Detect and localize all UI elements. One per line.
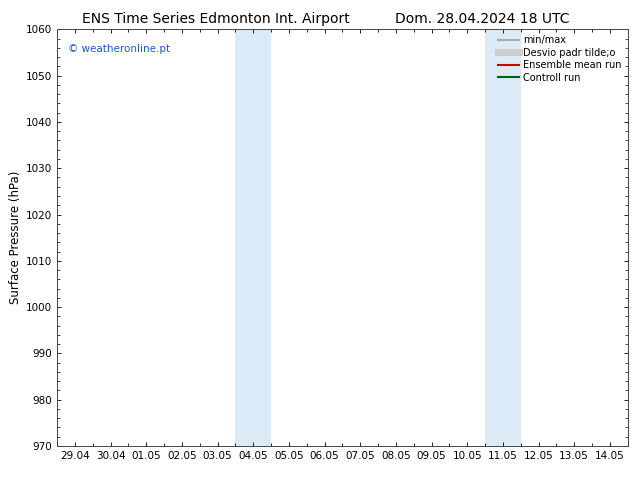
Legend: min/max, Desvio padr tilde;o, Ensemble mean run, Controll run: min/max, Desvio padr tilde;o, Ensemble m…	[494, 31, 626, 86]
Y-axis label: Surface Pressure (hPa): Surface Pressure (hPa)	[9, 171, 22, 304]
Text: ENS Time Series Edmonton Int. Airport: ENS Time Series Edmonton Int. Airport	[82, 12, 349, 26]
Text: Dom. 28.04.2024 18 UTC: Dom. 28.04.2024 18 UTC	[394, 12, 569, 26]
Text: © weatheronline.pt: © weatheronline.pt	[68, 44, 171, 54]
Bar	[485, 29, 521, 446]
Bar	[235, 29, 271, 446]
